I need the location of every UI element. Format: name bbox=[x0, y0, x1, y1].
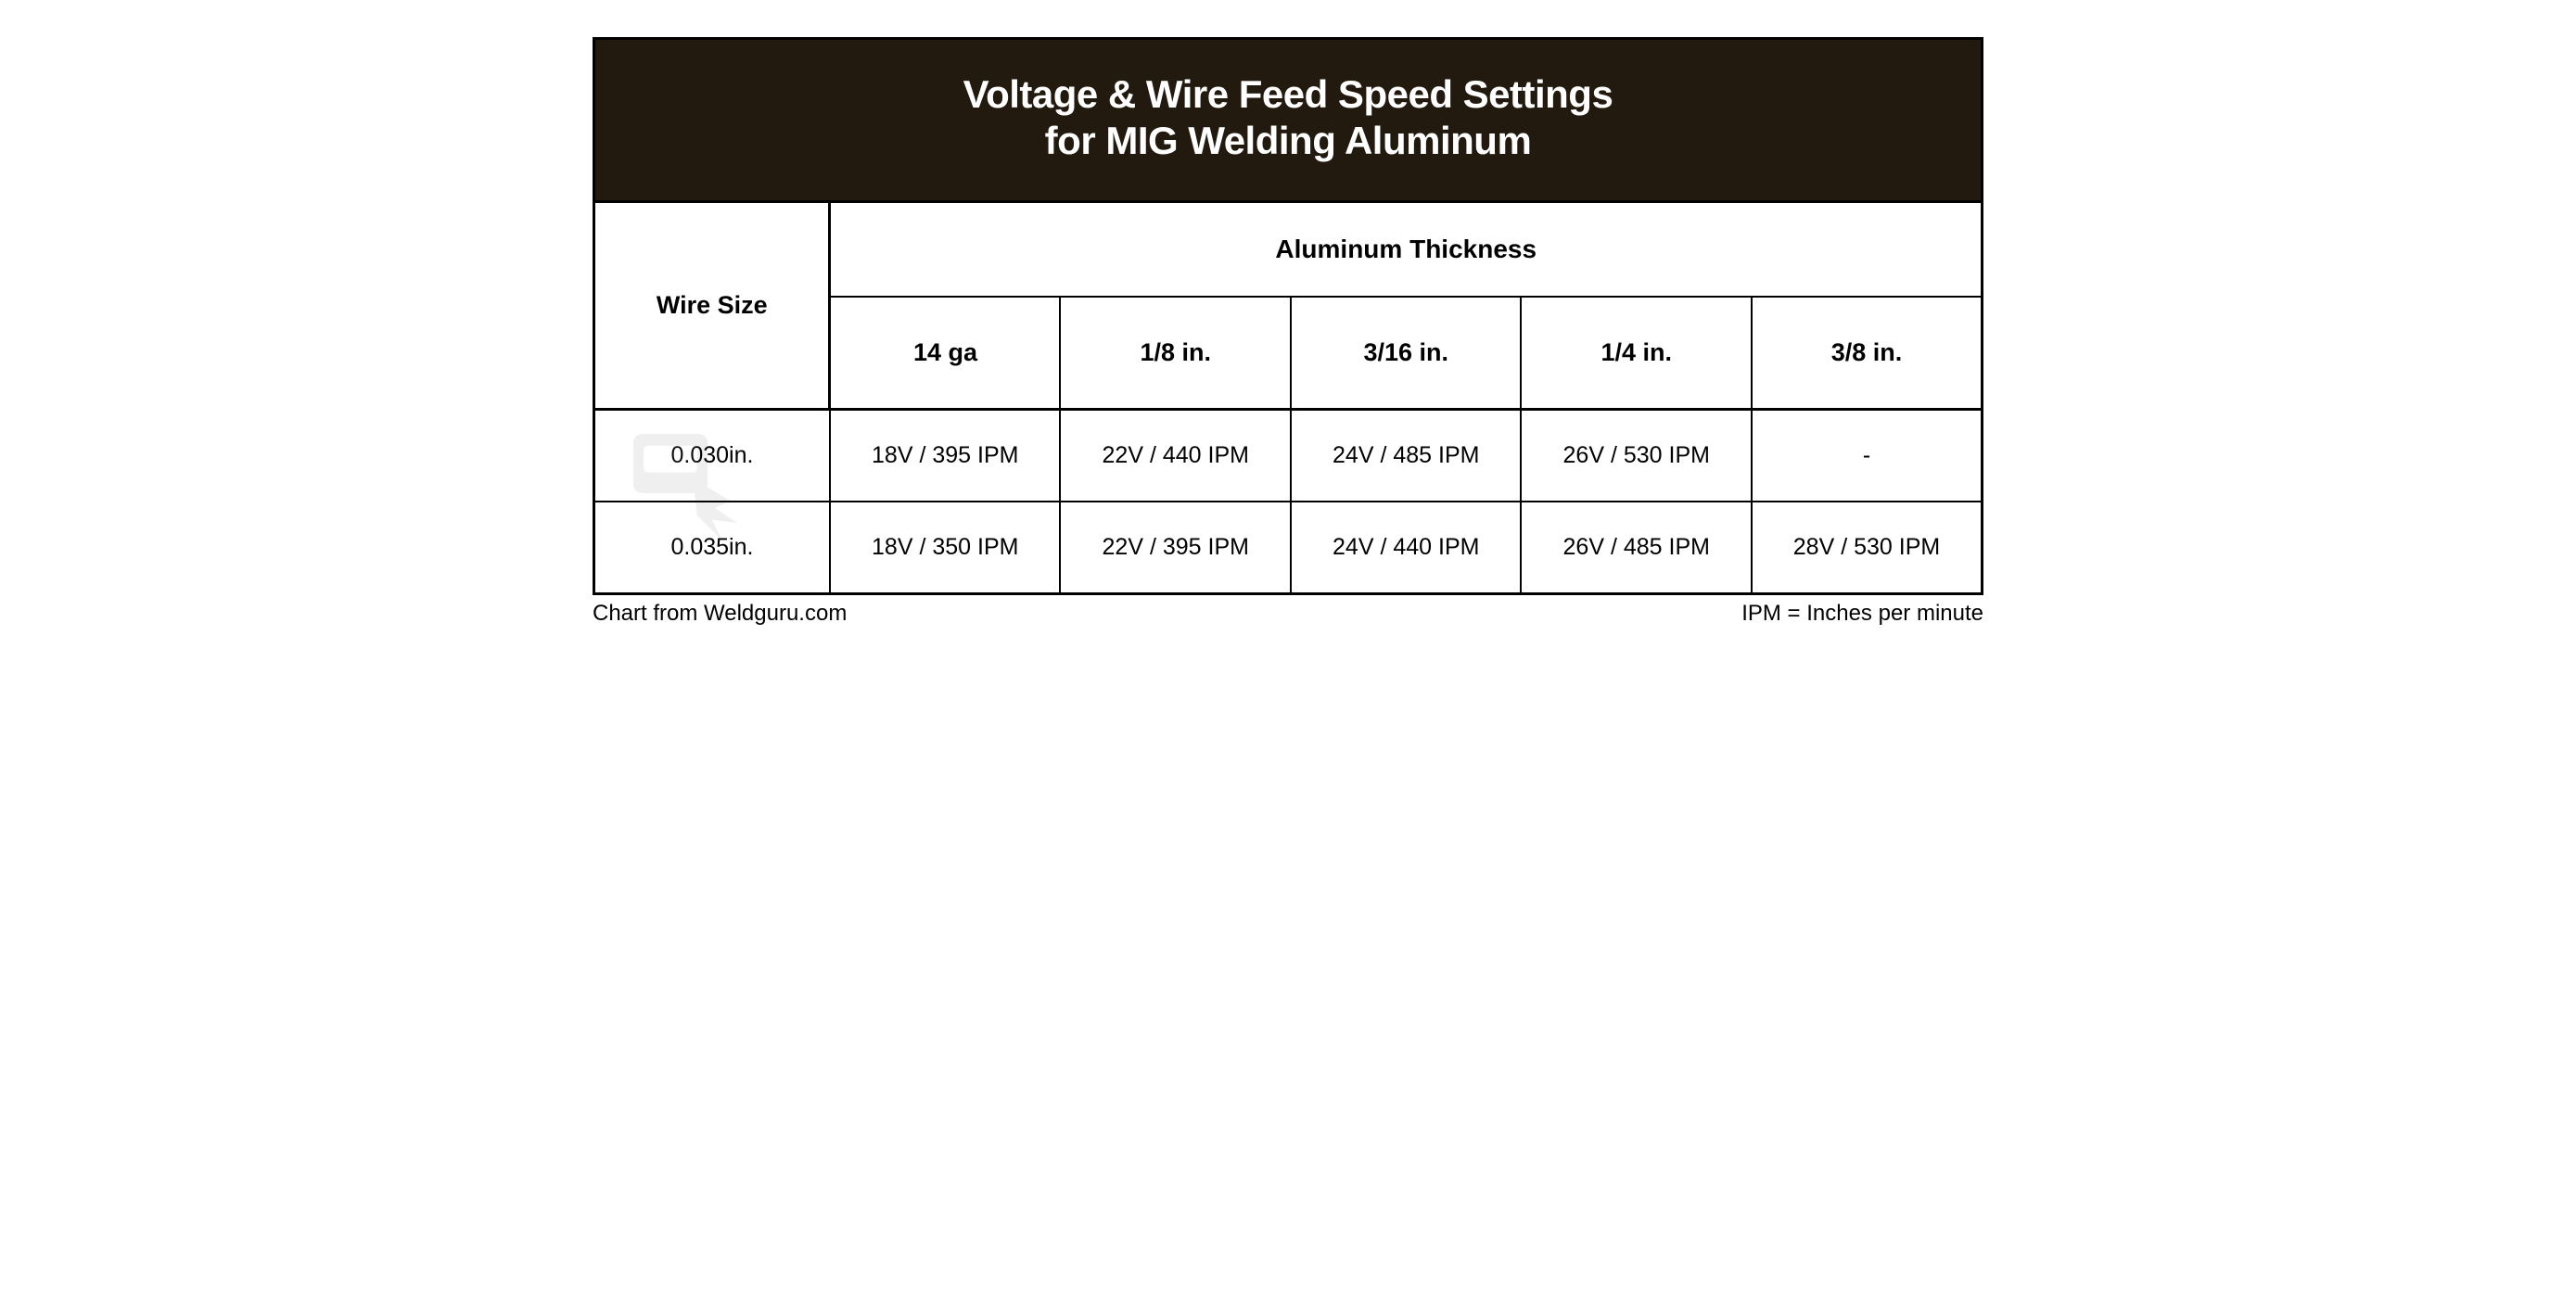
data-cell: 22V / 440 IPM bbox=[1060, 409, 1291, 502]
table-row: 0.035in. 18V / 350 IPM 22V / 395 IPM 24V… bbox=[594, 502, 1983, 594]
col-header: 3/8 in. bbox=[1752, 297, 1983, 410]
data-cell: - bbox=[1752, 409, 1983, 502]
table-row: 0.030in. 18V / 395 IPM 22V / 440 IPM 24V… bbox=[594, 409, 1983, 502]
data-cell: 24V / 440 IPM bbox=[1291, 502, 1522, 594]
chart-footer: Chart from Weldguru.com IPM = Inches per… bbox=[593, 595, 1983, 627]
title-line-1: Voltage & Wire Feed Speed Settings bbox=[614, 71, 1962, 118]
spanning-header: Aluminum Thickness bbox=[830, 201, 1983, 297]
settings-table: Wire Size Aluminum Thickness 14 ga 1/8 i… bbox=[593, 200, 1983, 595]
data-cell: 26V / 530 IPM bbox=[1521, 409, 1752, 502]
row-label: 0.030in. bbox=[594, 409, 830, 502]
chart-title: Voltage & Wire Feed Speed Settings for M… bbox=[593, 37, 1983, 200]
col-header: 1/4 in. bbox=[1521, 297, 1752, 410]
data-cell: 24V / 485 IPM bbox=[1291, 409, 1522, 502]
data-cell: 18V / 395 IPM bbox=[830, 409, 1061, 502]
footer-legend: IPM = Inches per minute bbox=[1741, 601, 1983, 627]
row-header-label: Wire Size bbox=[594, 201, 830, 409]
data-cell: 22V / 395 IPM bbox=[1060, 502, 1291, 594]
data-cell: 18V / 350 IPM bbox=[830, 502, 1061, 594]
data-cell: 26V / 485 IPM bbox=[1521, 502, 1752, 594]
welding-chart: Voltage & Wire Feed Speed Settings for M… bbox=[593, 37, 1983, 627]
col-header: 14 ga bbox=[830, 297, 1061, 410]
col-header: 1/8 in. bbox=[1060, 297, 1291, 410]
footer-source: Chart from Weldguru.com bbox=[593, 601, 847, 627]
col-header: 3/16 in. bbox=[1291, 297, 1522, 410]
data-cell: 28V / 530 IPM bbox=[1752, 502, 1983, 594]
row-label: 0.035in. bbox=[594, 502, 830, 594]
title-line-2: for MIG Welding Aluminum bbox=[614, 118, 1962, 164]
